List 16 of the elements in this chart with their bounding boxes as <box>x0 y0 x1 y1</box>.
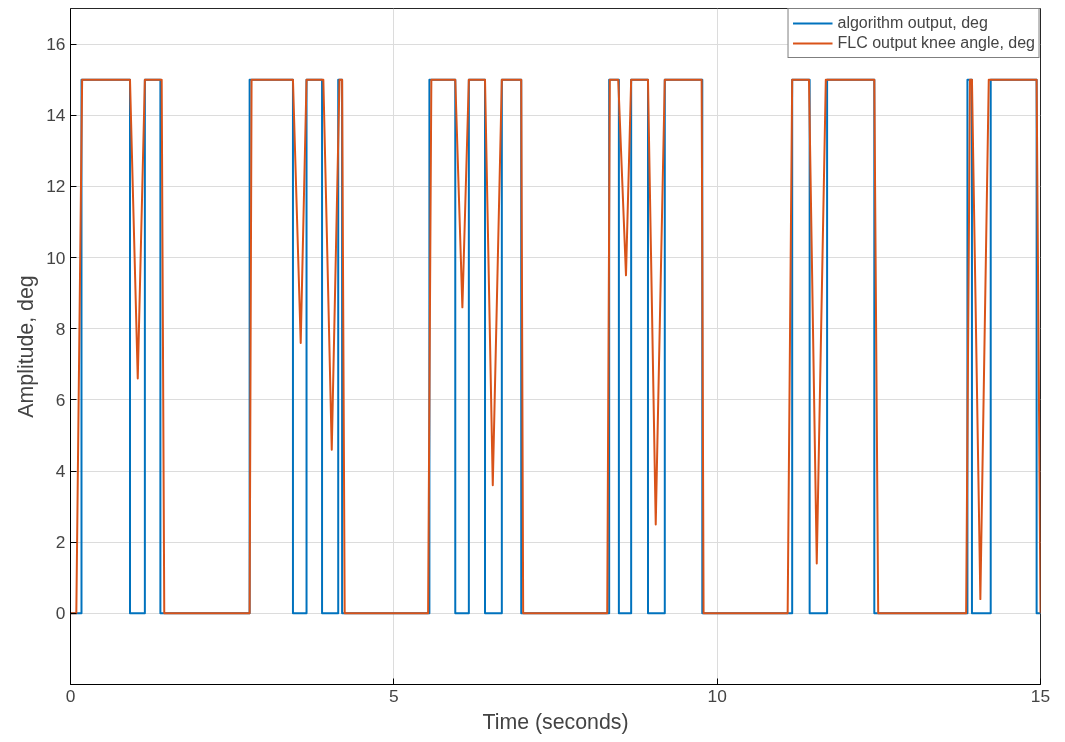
y-tick-label: 10 <box>46 247 66 268</box>
y-tick-label: 0 <box>55 603 66 624</box>
y-tick-label: 16 <box>46 34 66 55</box>
x-tick-label: 5 <box>389 685 399 706</box>
legend-label: FLC output knee angle, deg <box>837 34 1035 52</box>
x-tick-label: 10 <box>707 685 727 706</box>
y-tick-label: 14 <box>46 105 66 126</box>
x-tick-label: 15 <box>1030 685 1051 706</box>
y-tick-label: 8 <box>55 318 66 339</box>
x-axis-title: Time (seconds) <box>482 709 629 734</box>
legend-label: algorithm output, deg <box>837 14 988 32</box>
y-tick-label: 2 <box>55 532 66 553</box>
y-tick-label: 4 <box>55 461 66 482</box>
y-tick-label: 6 <box>55 389 66 410</box>
y-axis-title: Amplitude, deg <box>14 275 39 418</box>
y-tick-label: 12 <box>46 176 66 197</box>
